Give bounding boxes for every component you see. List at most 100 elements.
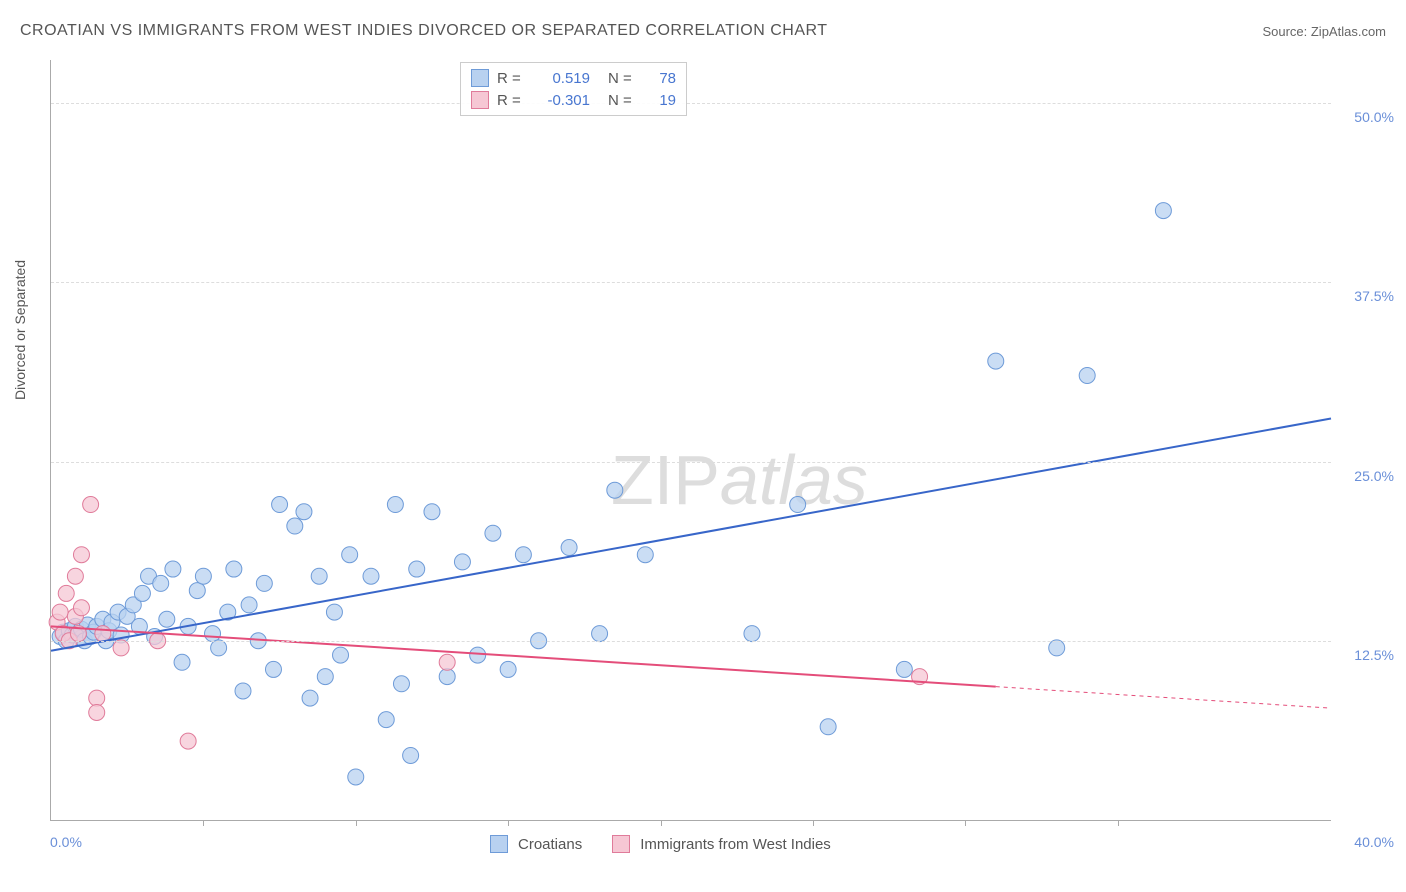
- data-point: [153, 575, 169, 591]
- data-point: [607, 482, 623, 498]
- n-value: 19: [646, 92, 676, 109]
- n-value: 78: [646, 70, 676, 87]
- n-label: N =: [608, 70, 638, 87]
- x-tick: [965, 820, 966, 826]
- data-point: [439, 669, 455, 685]
- data-point: [896, 661, 912, 677]
- legend-swatch: [612, 835, 630, 853]
- trend-line: [51, 626, 996, 686]
- gridline: [51, 282, 1331, 283]
- legend-label: Croatians: [518, 836, 582, 853]
- data-point: [95, 626, 111, 642]
- legend-stats: R = 0.519 N = 78 R = -0.301 N = 19: [460, 62, 687, 116]
- data-point: [256, 575, 272, 591]
- y-axis-label: Divorced or Separated: [12, 260, 28, 400]
- x-tick: [661, 820, 662, 826]
- data-point: [189, 583, 205, 599]
- data-point: [296, 504, 312, 520]
- data-point: [265, 661, 281, 677]
- chart-source: Source: ZipAtlas.com: [1262, 24, 1386, 39]
- legend-stat-row: R = 0.519 N = 78: [471, 67, 676, 89]
- data-point: [424, 504, 440, 520]
- data-point: [393, 676, 409, 692]
- x-tick: [508, 820, 509, 826]
- data-point: [241, 597, 257, 613]
- legend-label: Immigrants from West Indies: [640, 836, 831, 853]
- data-point: [159, 611, 175, 627]
- legend-swatch: [471, 91, 489, 109]
- data-point: [73, 547, 89, 563]
- data-point: [592, 626, 608, 642]
- data-point: [363, 568, 379, 584]
- data-point: [790, 497, 806, 513]
- data-point: [195, 568, 211, 584]
- data-point: [561, 540, 577, 556]
- data-point: [1155, 203, 1171, 219]
- n-label: N =: [608, 92, 638, 109]
- data-point: [1049, 640, 1065, 656]
- data-point: [348, 769, 364, 785]
- y-tick-label: 25.0%: [1354, 468, 1394, 484]
- gridline: [51, 641, 1331, 642]
- y-tick-label: 12.5%: [1354, 647, 1394, 663]
- data-point: [235, 683, 251, 699]
- plot-area: ZIPatlas: [50, 60, 1331, 821]
- data-point: [317, 669, 333, 685]
- chart-container: CROATIAN VS IMMIGRANTS FROM WEST INDIES …: [0, 0, 1406, 892]
- x-tick: [356, 820, 357, 826]
- legend-swatch: [471, 69, 489, 87]
- gridline: [51, 103, 1331, 104]
- data-point: [89, 704, 105, 720]
- r-value: 0.519: [535, 70, 590, 87]
- x-tick: [203, 820, 204, 826]
- x-axis-label-right: 40.0%: [1354, 834, 1394, 850]
- data-point: [311, 568, 327, 584]
- data-point: [174, 654, 190, 670]
- data-point: [515, 547, 531, 563]
- data-point: [113, 640, 129, 656]
- data-point: [333, 647, 349, 663]
- data-point: [988, 353, 1004, 369]
- data-point: [1079, 367, 1095, 383]
- y-tick-label: 50.0%: [1354, 109, 1394, 125]
- r-label: R =: [497, 92, 527, 109]
- data-point: [637, 547, 653, 563]
- legend-stat-row: R = -0.301 N = 19: [471, 89, 676, 111]
- legend-swatch: [490, 835, 508, 853]
- r-label: R =: [497, 70, 527, 87]
- data-point: [820, 719, 836, 735]
- data-point: [326, 604, 342, 620]
- data-point: [165, 561, 181, 577]
- data-point: [387, 497, 403, 513]
- data-point: [302, 690, 318, 706]
- data-point: [205, 626, 221, 642]
- legend-series: Croatians Immigrants from West Indies: [490, 835, 851, 853]
- data-point: [89, 690, 105, 706]
- plot-svg: [51, 60, 1331, 820]
- y-tick-label: 37.5%: [1354, 288, 1394, 304]
- data-point: [470, 647, 486, 663]
- data-point: [485, 525, 501, 541]
- data-point: [439, 654, 455, 670]
- data-point: [409, 561, 425, 577]
- r-value: -0.301: [535, 92, 590, 109]
- data-point: [454, 554, 470, 570]
- trend-line: [51, 418, 1331, 650]
- data-point: [500, 661, 516, 677]
- data-point: [287, 518, 303, 534]
- data-point: [211, 640, 227, 656]
- data-point: [226, 561, 242, 577]
- chart-title: CROATIAN VS IMMIGRANTS FROM WEST INDIES …: [20, 22, 828, 40]
- data-point: [180, 733, 196, 749]
- data-point: [403, 747, 419, 763]
- data-point: [58, 585, 74, 601]
- x-axis-label-left: 0.0%: [50, 834, 82, 850]
- x-tick: [1118, 820, 1119, 826]
- gridline: [51, 462, 1331, 463]
- data-point: [134, 585, 150, 601]
- trend-line-extension: [996, 687, 1331, 709]
- data-point: [272, 497, 288, 513]
- data-point: [83, 497, 99, 513]
- data-point: [73, 600, 89, 616]
- data-point: [744, 626, 760, 642]
